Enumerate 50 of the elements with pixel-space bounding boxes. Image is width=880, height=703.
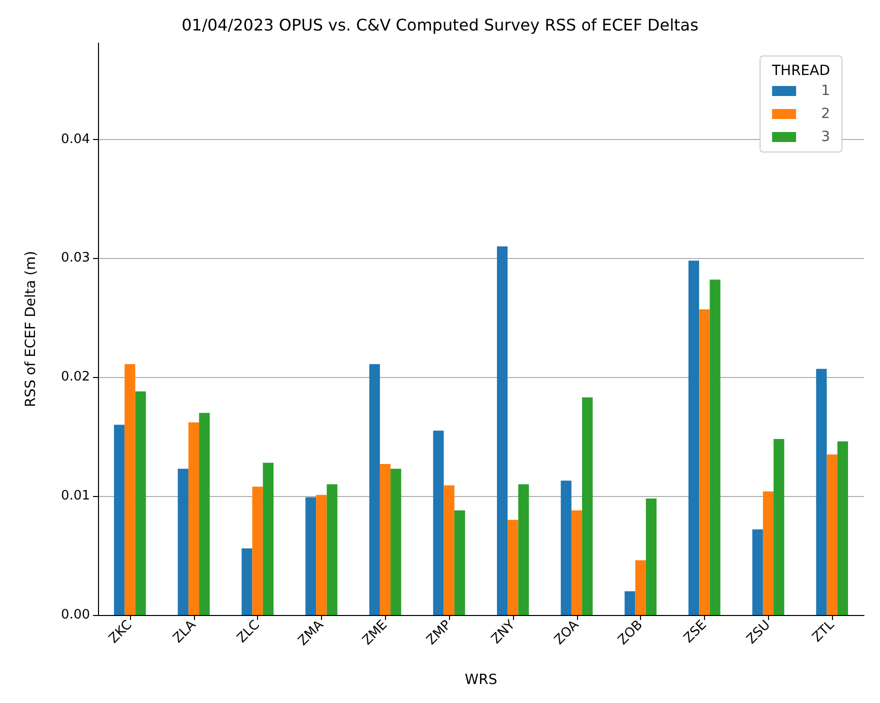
x-tick-label: ZTL: [810, 617, 838, 646]
y-tick-label: 0.03: [61, 250, 90, 266]
y-tick-label: 0.00: [61, 608, 90, 622]
y-tick-label: 0.02: [61, 370, 90, 385]
legend-label: 2: [821, 106, 830, 122]
bar: [326, 484, 338, 615]
bar: [624, 591, 636, 615]
legend-label: 3: [821, 129, 830, 145]
bar: [305, 497, 316, 615]
bar: [124, 364, 136, 615]
y-axis-title: RSS of ECEF Delta (m): [23, 250, 39, 408]
bar: [518, 484, 529, 615]
bar: [135, 391, 146, 615]
bar: [582, 397, 593, 615]
bar: [454, 510, 466, 615]
bar: [508, 520, 518, 615]
bar: [774, 439, 784, 615]
bar: [635, 560, 646, 615]
bar: [646, 498, 657, 615]
bar: [560, 480, 572, 615]
bar: [433, 430, 444, 615]
bar: [816, 368, 827, 615]
y-tick-label: 0.01: [61, 488, 90, 504]
bar: [710, 280, 720, 615]
legend-label: 1: [821, 83, 830, 99]
bar: [242, 548, 252, 615]
bar: [380, 464, 391, 615]
bar: [114, 424, 125, 615]
bar: [837, 441, 848, 615]
bar: [369, 364, 380, 615]
bar: [390, 468, 402, 615]
bar: [188, 422, 200, 615]
bar: [688, 260, 700, 615]
bar: [262, 462, 274, 615]
bar: [752, 529, 763, 615]
bar: [252, 486, 263, 615]
bar: [316, 494, 327, 615]
bar: [699, 309, 710, 615]
chart-title: 01/04/2023 OPUS vs. C&V Computed Survey RSS of ECEF Deltas: [182, 16, 698, 34]
bar: [199, 412, 210, 615]
bar: [571, 510, 582, 615]
bar: [444, 485, 454, 615]
bar: [762, 491, 774, 615]
y-tick-label: 0.04: [61, 132, 90, 147]
bar: [496, 246, 508, 615]
bar: [178, 468, 188, 615]
bar: [826, 454, 838, 615]
legend-title: THREAD: [770, 63, 830, 79]
x-tick-label: ZLA: [170, 618, 200, 646]
x-axis-title: WRS: [464, 672, 498, 688]
